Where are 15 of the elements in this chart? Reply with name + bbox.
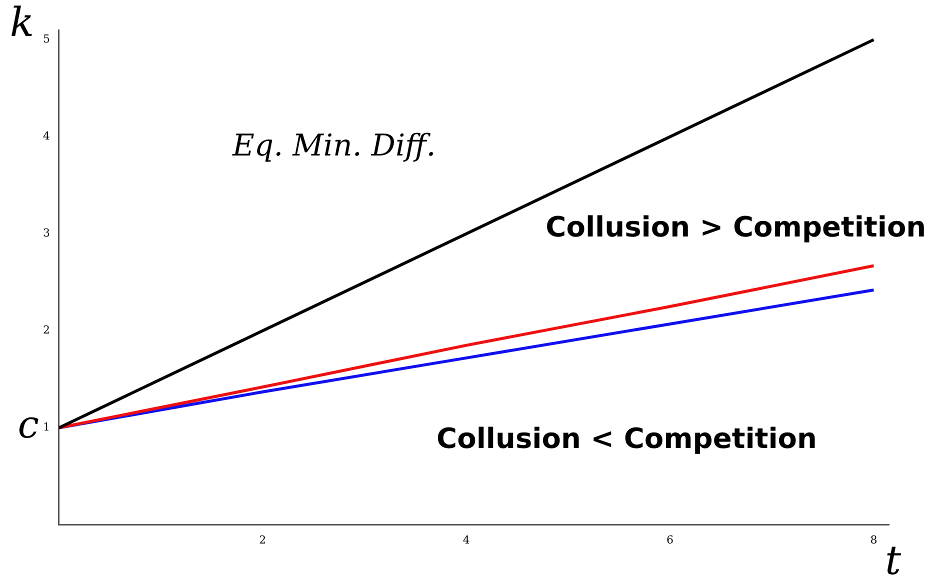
x-tick-label: 8	[870, 533, 878, 546]
x-tick-label: 2	[259, 533, 266, 546]
annotation: c	[18, 402, 39, 447]
y-tick-label: 1	[43, 420, 50, 434]
y-tick-label: 2	[43, 324, 50, 337]
y-tick-label: 4	[43, 130, 50, 143]
x-tick-label: 6	[666, 533, 674, 546]
y-tick-label: 5	[43, 32, 50, 46]
y-tick-label: 3	[43, 226, 50, 240]
y-axis-title: k	[10, 0, 34, 46]
x-axis-title: t	[884, 538, 902, 580]
annotation: Collusion > Competition	[546, 210, 926, 244]
annotation: Eq. Min. Diff.	[232, 128, 436, 164]
annotation: Collusion < Competition	[436, 422, 817, 456]
x-tick-label: 4	[462, 533, 470, 546]
